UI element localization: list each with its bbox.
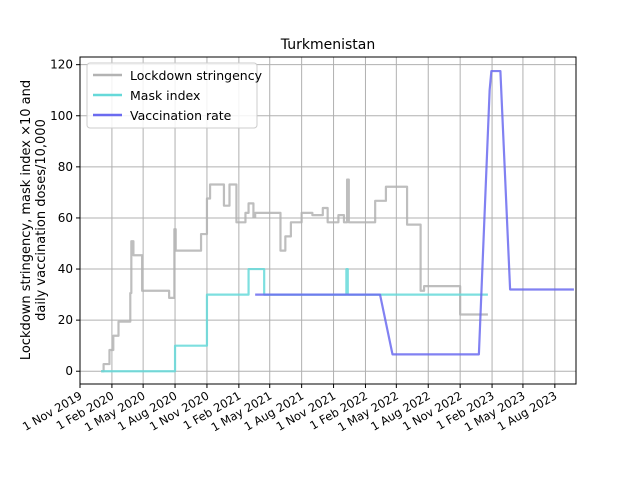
vaccination-rate-line [255, 69, 574, 356]
lockdown-stringency-line [101, 178, 488, 373]
y-axis-label: Lockdown stringency, mask index ×10 and … [19, 80, 49, 360]
legend-label-lockdown: Lockdown stringency [130, 68, 263, 83]
legend-label-mask: Mask index [130, 88, 200, 103]
y-tick-label: 80 [58, 160, 73, 174]
chart-title: Turkmenistan [280, 37, 375, 53]
y-axis-label-line-1: Lockdown stringency, mask index ×10 and [19, 80, 34, 360]
y-tick-label: 120 [50, 58, 73, 72]
mask-index-line [101, 267, 488, 373]
y-axis-ticks: 0 20 40 60 80 100 120 [50, 58, 80, 378]
y-tick-label: 0 [65, 364, 73, 378]
plot-frame [79, 56, 577, 385]
y-tick-label: 20 [58, 313, 73, 327]
legend-label-vaccination: Vaccination rate [130, 108, 232, 123]
y-tick-label: 60 [58, 211, 73, 225]
y-axis-label-line-2: daily vaccination doses/10,000 [34, 119, 49, 321]
legend-box [86, 62, 258, 129]
series-layer [101, 69, 574, 373]
y-tick-label: 100 [50, 109, 73, 123]
y-tick-label: 40 [58, 262, 73, 276]
legend: Lockdown stringency Mask index Vaccinati… [86, 62, 263, 129]
